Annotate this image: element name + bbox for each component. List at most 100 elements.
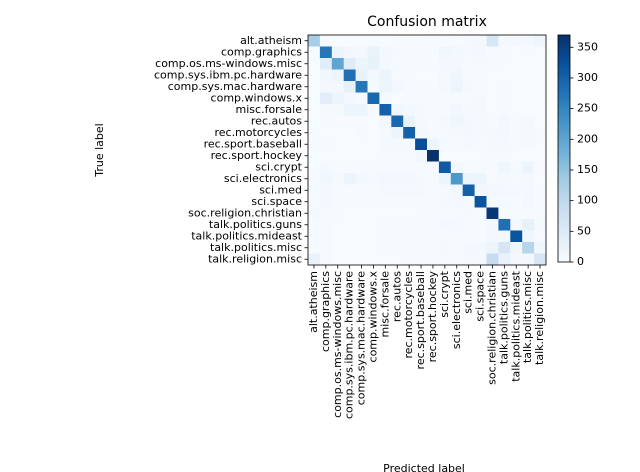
heatmap-cell (415, 242, 428, 254)
heatmap-cell (391, 58, 404, 70)
x-tick-label: talk.politics.guns (497, 271, 510, 364)
heatmap-cell (450, 253, 463, 266)
heatmap-cell (415, 127, 428, 139)
heatmap-cell (355, 115, 368, 128)
colorbar-tick-label: 0 (577, 255, 584, 268)
heatmap-cell (438, 104, 452, 116)
heatmap-cell (438, 150, 452, 162)
heatmap-cell (462, 219, 475, 231)
heatmap-cell (355, 242, 368, 254)
heatmap-cell (486, 242, 499, 254)
heatmap-cell (319, 150, 333, 162)
heatmap-cell (308, 150, 321, 162)
heatmap-cell (415, 253, 428, 266)
heatmap-cell (403, 138, 416, 151)
y-tick-label: misc.forsale (236, 103, 303, 116)
y-tick-label: alt.atheism (240, 34, 302, 47)
heatmap-cell (403, 35, 416, 47)
heatmap-cell (486, 127, 499, 139)
heatmap-cell (534, 173, 547, 185)
heatmap-cell (462, 69, 475, 82)
heatmap-cell (427, 92, 440, 105)
heatmap-cell (510, 92, 523, 105)
heatmap-cell (522, 81, 535, 93)
heatmap-cell (486, 219, 499, 231)
heatmap-cell (522, 230, 535, 243)
heatmap-cell (308, 58, 321, 70)
heatmap-cell (522, 219, 535, 231)
x-axis-label: Predicted label (383, 462, 465, 472)
heatmap-cell (415, 161, 428, 174)
heatmap-cell (427, 115, 440, 128)
heatmap-cell (343, 173, 356, 185)
heatmap-cell (379, 253, 392, 266)
heatmap-cell (308, 161, 321, 174)
heatmap-cell (534, 230, 547, 243)
heatmap-cell (379, 230, 392, 243)
heatmap-cell (438, 92, 452, 105)
heatmap-cell (355, 230, 368, 243)
heatmap-cell (331, 138, 344, 151)
heatmap-cell (498, 196, 511, 208)
heatmap-cell (367, 219, 380, 231)
x-tick-label: talk.religion.misc (533, 271, 546, 365)
heatmap-cell (522, 138, 535, 151)
heatmap-cell (486, 115, 499, 128)
heatmap-cell (522, 127, 535, 139)
heatmap-cell (498, 115, 511, 128)
heatmap-cell (534, 58, 547, 70)
heatmap-cell (522, 115, 535, 128)
heatmap-cell (510, 219, 523, 231)
heatmap-cell (391, 138, 404, 151)
chart-title: Confusion matrix (367, 14, 487, 30)
heatmap-cell (450, 92, 463, 105)
heatmap-cell (331, 69, 344, 82)
heatmap-cell (534, 81, 547, 93)
heatmap-cell (438, 138, 452, 151)
heatmap-cell (498, 230, 511, 243)
heatmap-cell (415, 150, 428, 162)
heatmap-cell (450, 184, 463, 197)
heatmap-cell (474, 46, 487, 59)
heatmap-cell (438, 253, 452, 266)
x-tick-label: rec.motorcycles (402, 271, 415, 359)
heatmap-cell (355, 81, 368, 93)
heatmap-cell (391, 127, 404, 139)
heatmap-cell (355, 92, 368, 105)
heatmap-cell (474, 104, 487, 116)
heatmap-cell (427, 81, 440, 93)
heatmap-cell (403, 58, 416, 70)
heatmap-cell (331, 253, 344, 266)
x-tick-label: sci.crypt (438, 270, 451, 317)
heatmap-cell (379, 92, 392, 105)
heatmap-cell (331, 184, 344, 197)
y-tick-label: comp.sys.ibm.pc.hardware (154, 68, 302, 81)
heatmap-cell (403, 253, 416, 266)
heatmap-cell (474, 242, 487, 254)
heatmap-cell (391, 242, 404, 254)
heatmap-cell (486, 173, 499, 185)
heatmap-cell (331, 161, 344, 174)
heatmap-cell (427, 161, 440, 174)
y-tick-label: comp.graphics (221, 45, 302, 58)
x-tick-label: talk.politics.mideast (509, 270, 522, 381)
heatmap-cell (403, 196, 416, 208)
heatmap-cell (331, 150, 344, 162)
heatmap-cell (427, 58, 440, 70)
heatmap-cell (343, 207, 356, 220)
heatmap-cell (391, 150, 404, 162)
heatmap-cell (367, 69, 380, 82)
heatmap-cell (450, 35, 463, 47)
y-tick-label: comp.windows.x (211, 91, 303, 104)
heatmap-cell (379, 161, 392, 174)
heatmap-cell (427, 230, 440, 243)
heatmap-cell (331, 127, 344, 139)
heatmap-cell (308, 219, 321, 231)
heatmap-cell (474, 115, 487, 128)
y-tick-label: sci.space (251, 195, 302, 208)
heatmap-cell (319, 196, 333, 208)
heatmap-cell (510, 69, 523, 82)
heatmap-cell (308, 173, 321, 185)
heatmap-cell (343, 184, 356, 197)
heatmap-cell (319, 115, 333, 128)
